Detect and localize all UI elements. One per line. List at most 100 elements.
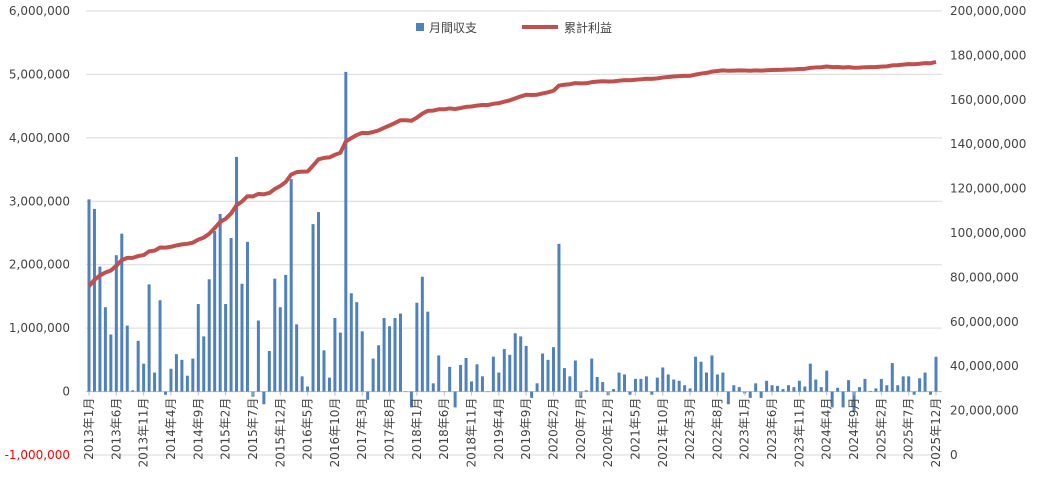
bar (704, 372, 708, 392)
bar (131, 390, 135, 392)
bar (262, 391, 266, 405)
left-tick-label: 3,000,000 (9, 194, 70, 208)
bar (459, 364, 463, 392)
x-tick-label: 2018年1月 (410, 398, 424, 460)
bar (650, 391, 654, 395)
bar (355, 302, 359, 392)
bar (584, 390, 588, 392)
legend: 月間収支 累計利益 (416, 20, 612, 35)
bar (147, 284, 151, 392)
x-tick-label: 2013年11月 (137, 398, 151, 468)
x-tick-label: 2021年5月 (628, 398, 642, 460)
bar (814, 379, 818, 392)
x-tick-label: 2019年4月 (492, 398, 506, 460)
bar (404, 391, 408, 393)
bar (278, 307, 282, 392)
bar (601, 382, 605, 392)
right-tick-label: 120,000,000 (950, 182, 1026, 196)
bar (655, 377, 659, 392)
bar (792, 387, 796, 392)
bar (136, 340, 140, 392)
bar (541, 353, 545, 392)
left-tick-label: 1,000,000 (9, 321, 70, 335)
bar (557, 243, 561, 392)
bar (235, 156, 239, 392)
bar (852, 391, 856, 411)
bar (666, 374, 670, 392)
bar (721, 372, 725, 392)
bar (349, 293, 353, 392)
bar (737, 387, 741, 392)
bar (699, 361, 703, 392)
x-tick-label: 2014年9月 (191, 398, 205, 460)
legend-bar-swatch (416, 23, 424, 31)
bar (202, 336, 206, 392)
bar (218, 213, 222, 392)
bar (480, 376, 484, 392)
bar (87, 199, 91, 392)
bar (174, 354, 178, 392)
line-series (87, 60, 937, 288)
bar (628, 391, 632, 395)
bar (103, 307, 107, 392)
bar (344, 71, 348, 392)
x-axis-ticks: 2013年1月 2013年6月 2013年11月 2014年4月 2014年9月 2015… (82, 391, 943, 468)
bar (857, 387, 861, 392)
bar (486, 391, 490, 393)
right-tick-label: 140,000,000 (950, 137, 1026, 151)
right-tick-label: 40,000,000 (950, 359, 1019, 373)
bar (759, 391, 763, 398)
bar (470, 381, 474, 392)
bar (360, 331, 364, 392)
bar (612, 389, 616, 392)
bar (890, 363, 894, 392)
left-tick-label: 4,000,000 (9, 131, 70, 145)
bar (180, 359, 184, 392)
bar (153, 372, 157, 392)
right-tick-label: 60,000,000 (950, 315, 1019, 329)
left-axis-ticks: -1,000,000 0 1,000,000 2,000,000 3,000,000 4,… (5, 4, 70, 462)
bar (338, 332, 342, 392)
bar (92, 208, 96, 392)
bar (715, 374, 719, 392)
bar (497, 372, 501, 392)
bar (836, 387, 840, 392)
x-tick-label: 2024年9月 (847, 398, 861, 460)
x-tick-label: 2022年8月 (710, 398, 724, 460)
bar (125, 325, 129, 392)
left-tick-label: -1,000,000 (5, 448, 70, 462)
bar (797, 380, 801, 392)
bar (388, 326, 392, 392)
cumulative-line (87, 60, 937, 288)
x-tick-label: 2013年1月 (82, 398, 96, 460)
bar (562, 368, 566, 392)
bar (245, 241, 249, 392)
x-tick-label: 2019年9月 (519, 398, 533, 460)
bar (546, 359, 550, 392)
bar (448, 366, 452, 392)
x-tick-label: 2017年8月 (383, 398, 397, 460)
bar (267, 350, 271, 392)
bar (420, 276, 424, 392)
bar (623, 374, 627, 392)
bar (164, 391, 168, 395)
bar (530, 391, 534, 398)
bar (382, 317, 386, 392)
bar (847, 380, 851, 392)
bar (426, 311, 430, 392)
bar (672, 379, 676, 392)
bar (595, 376, 599, 392)
bar (109, 334, 113, 392)
x-tick-label: 2018年6月 (437, 398, 451, 460)
bar (677, 380, 681, 392)
bar (923, 372, 927, 392)
bar (874, 388, 878, 392)
bar (196, 304, 200, 392)
bar (431, 383, 435, 392)
bar (901, 376, 905, 392)
x-tick-label: 2025年7月 (902, 398, 916, 460)
bar (207, 279, 211, 392)
bar (437, 355, 441, 392)
bar (748, 391, 752, 398)
